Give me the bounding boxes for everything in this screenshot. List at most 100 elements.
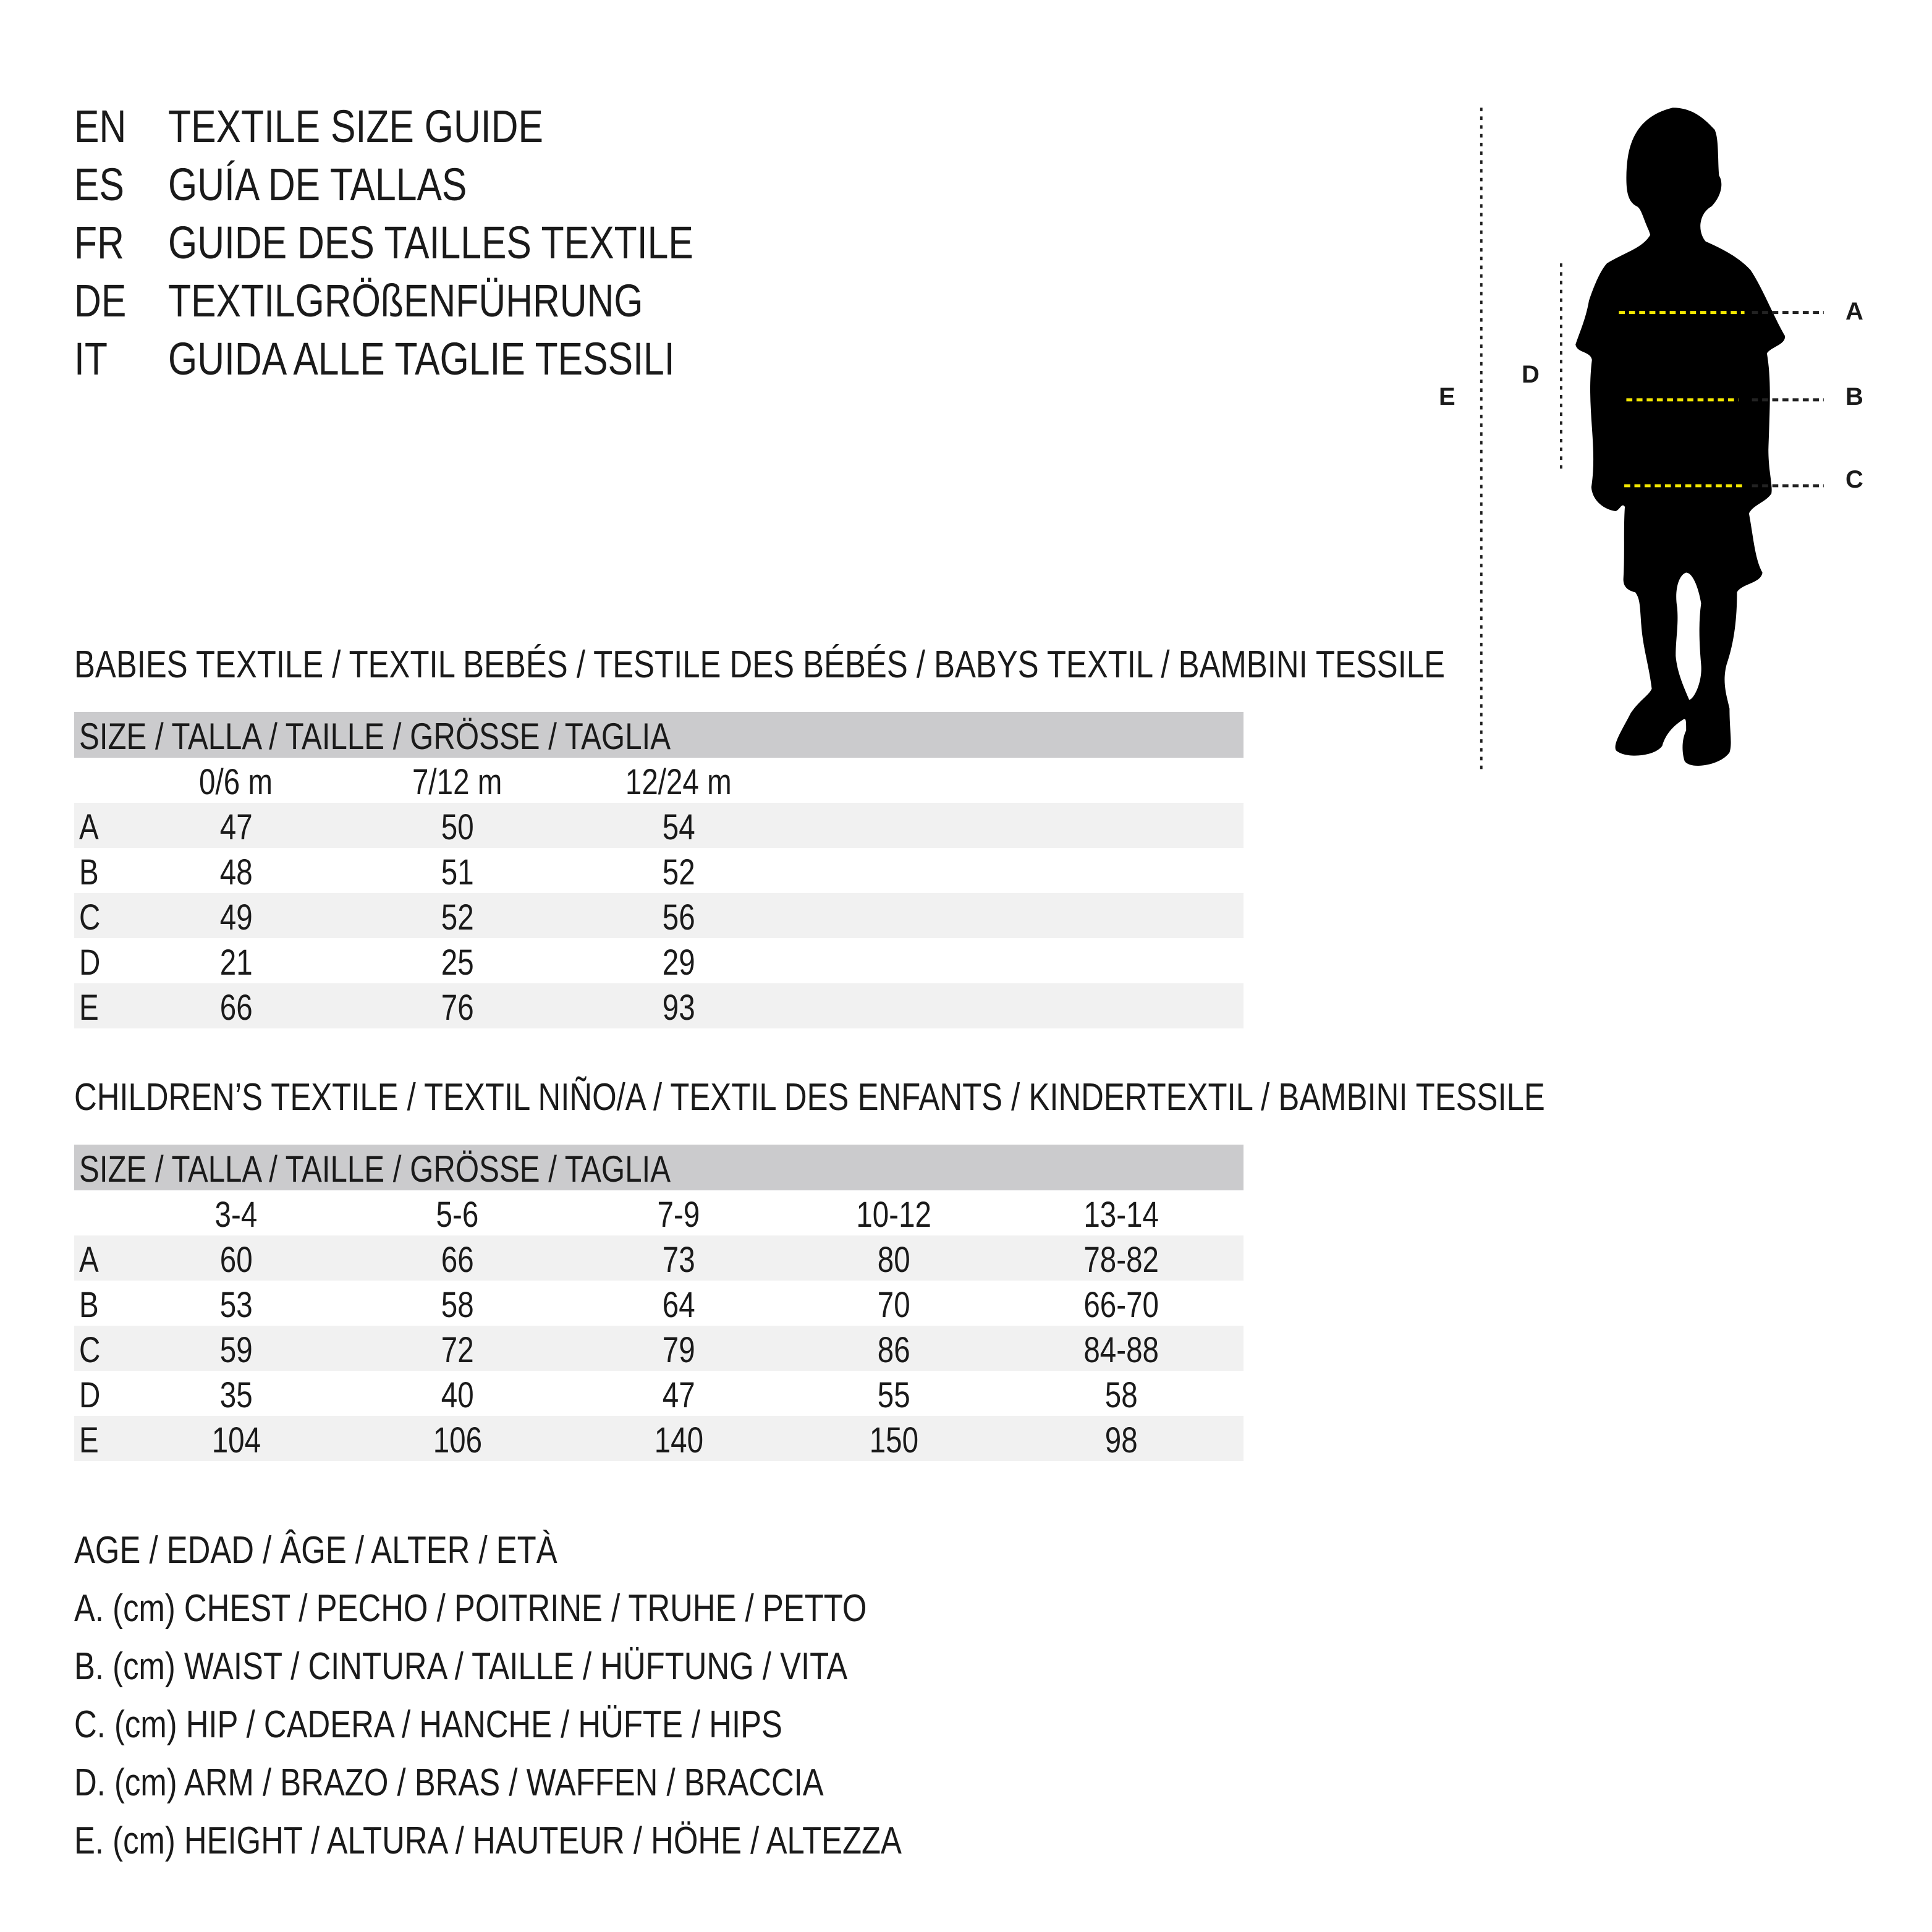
child-measurement-figure	[1421, 99, 1885, 779]
figure-label-e: E	[1439, 383, 1455, 410]
row-label: C	[79, 897, 101, 938]
table-cell: 84-88	[1083, 1330, 1159, 1370]
table-row: D 35 40 47 55 58	[74, 1371, 1244, 1416]
language-code: DE	[74, 275, 127, 326]
size-header-text: SIZE / TALLA / TAILLE / GRÖSSE / TAGLIA	[79, 716, 671, 757]
table-cell: 53	[219, 1285, 253, 1325]
table-cell: 93	[662, 988, 695, 1028]
table-cell: 35	[219, 1375, 253, 1415]
table-row: E 104 106 140 150 98	[74, 1416, 1244, 1461]
row-label: A	[79, 1240, 99, 1280]
column-header: 10-12	[856, 1195, 931, 1235]
table-row: D 21 25 29	[74, 938, 1244, 983]
table-cell: 52	[441, 897, 474, 938]
table-cell: 79	[662, 1330, 695, 1370]
row-label: D	[79, 943, 101, 983]
table-cell: 80	[877, 1240, 910, 1280]
column-header: 13-14	[1083, 1195, 1159, 1235]
row-label: A	[79, 807, 99, 847]
table-cell: 48	[219, 852, 253, 892]
table-cell: 73	[662, 1240, 695, 1280]
children-heading-text: CHILDREN’S TEXTILE / TEXTIL NIÑO/A / TEX…	[74, 1076, 1545, 1119]
language-code: FR	[74, 217, 124, 268]
children-size-table: SIZE / TALLA / TAILLE / GRÖSSE / TAGLIA …	[74, 1145, 1244, 1461]
table-cell: 106	[433, 1420, 482, 1460]
table-cell: 40	[441, 1375, 474, 1415]
language-code: ES	[74, 159, 124, 210]
babies-heading-text: BABIES TEXTILE / TEXTIL BEBÉS / TESTILE …	[74, 643, 1446, 686]
title-text: GUÍA DE TALLAS	[168, 159, 467, 210]
table-cell: 59	[219, 1330, 253, 1370]
table-cell: 72	[441, 1330, 474, 1370]
figure-label-b: B	[1845, 383, 1863, 410]
table-cell: 98	[1104, 1420, 1138, 1460]
table-cell: 47	[662, 1375, 695, 1415]
table-row: B 53 58 64 70 66-70	[74, 1281, 1244, 1326]
language-code: IT	[74, 333, 108, 384]
column-header: 3-4	[214, 1195, 258, 1235]
child-silhouette	[1575, 108, 1786, 766]
language-code: EN	[74, 101, 127, 152]
table-row: A 47 50 54	[74, 803, 1244, 848]
table-cell: 70	[877, 1285, 910, 1325]
column-header-row: 0/6 m 7/12 m 12/24 m	[74, 758, 1244, 803]
title-text: GUIDA ALLE TAGLIE TESSILI	[168, 333, 675, 384]
row-label: B	[79, 852, 99, 892]
table-cell: 104	[211, 1420, 261, 1460]
row-label: E	[79, 1420, 99, 1460]
column-header: 0/6 m	[199, 762, 273, 802]
legend-height: E. (cm) HEIGHT / ALTURA / HAUTEUR / HÖHE…	[74, 1820, 902, 1862]
column-header: 7-9	[657, 1195, 700, 1235]
table-cell: 58	[441, 1285, 474, 1325]
table-cell: 66-70	[1083, 1285, 1159, 1325]
table-cell: 150	[869, 1420, 918, 1460]
legend-arm: D. (cm) ARM / BRAZO / BRAS / WAFFEN / BR…	[74, 1761, 824, 1804]
table-cell: 56	[662, 897, 695, 938]
table-cell: 51	[441, 852, 474, 892]
table-cell: 25	[441, 943, 474, 983]
child-silhouette-diagram	[1480, 108, 1824, 770]
column-header-row: 3-4 5-6 7-9 10-12 13-14	[74, 1190, 1244, 1235]
legend-hip: C. (cm) HIP / CADERA / HANCHE / HÜFTE / …	[74, 1703, 782, 1746]
column-header: 12/24 m	[625, 762, 732, 802]
row-label: B	[79, 1285, 99, 1325]
figure-label-c: C	[1845, 466, 1863, 493]
legend-chest: A. (cm) CHEST / PECHO / POITRINE / TRUHE…	[74, 1587, 867, 1630]
children-heading: CHILDREN’S TEXTILE / TEXTIL NIÑO/A / TEX…	[74, 1073, 1868, 1122]
table-row: B 48 51 52	[74, 848, 1244, 893]
table-cell: 66	[219, 988, 253, 1028]
figure-label-a: A	[1845, 298, 1863, 325]
title-text: TEXTILE SIZE GUIDE	[168, 101, 543, 152]
row-label: E	[79, 988, 99, 1028]
legend-age: AGE / EDAD / ÂGE / ALTER / ETÀ	[74, 1529, 557, 1572]
size-header: SIZE / TALLA / TAILLE / GRÖSSE / TAGLIA	[74, 1145, 1244, 1190]
table-cell: 76	[441, 988, 474, 1028]
table-cell: 64	[662, 1285, 695, 1325]
table-cell: 140	[654, 1420, 703, 1460]
column-header: 5-6	[436, 1195, 479, 1235]
table-cell: 29	[662, 943, 695, 983]
column-header: 7/12 m	[412, 762, 502, 802]
table-cell: 60	[219, 1240, 253, 1280]
table-cell: 58	[1104, 1375, 1138, 1415]
figure-label-d: D	[1522, 361, 1540, 388]
table-cell: 66	[441, 1240, 474, 1280]
row-label: D	[79, 1375, 101, 1415]
table-row: C 59 72 79 86 84-88	[74, 1326, 1244, 1371]
row-label: C	[79, 1330, 101, 1370]
table-cell: 55	[877, 1375, 910, 1415]
table-row: C 49 52 56	[74, 893, 1244, 938]
size-header: SIZE / TALLA / TAILLE / GRÖSSE / TAGLIA	[74, 712, 1244, 758]
table-row: E 66 76 93	[74, 983, 1244, 1028]
table-cell: 50	[441, 807, 474, 847]
table-cell: 21	[219, 943, 253, 983]
babies-size-table: SIZE / TALLA / TAILLE / GRÖSSE / TAGLIA …	[74, 712, 1244, 1028]
table-cell: 49	[219, 897, 253, 938]
babies-heading: BABIES TEXTILE / TEXTIL BEBÉS / TESTILE …	[74, 640, 1746, 690]
table-cell: 54	[662, 807, 695, 847]
table-row: A 60 66 73 80 78-82	[74, 1235, 1244, 1281]
table-cell: 52	[662, 852, 695, 892]
table-cell: 78-82	[1083, 1240, 1159, 1280]
title-text: GUIDE DES TAILLES TEXTILE	[168, 217, 693, 268]
table-cell: 47	[219, 807, 253, 847]
